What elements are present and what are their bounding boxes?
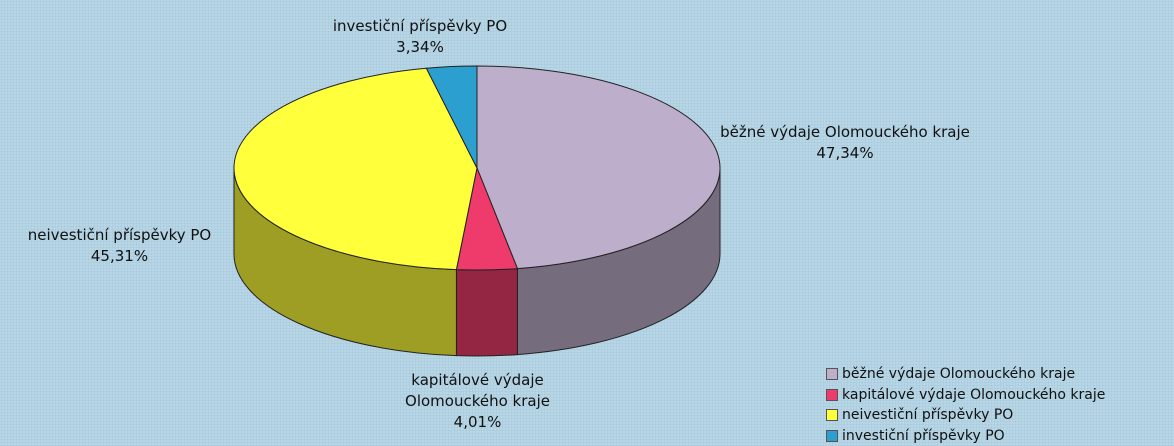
legend-label: běžné výdaje Olomouckého kraje — [842, 364, 1075, 385]
slice-name: investiční příspěvky PO — [300, 16, 540, 37]
legend-label: neivestiční příspěvky PO — [842, 405, 1013, 426]
legend-swatch — [826, 368, 838, 380]
legend-swatch — [826, 430, 838, 442]
slice-name: běžné výdaje Olomouckého kraje — [710, 122, 980, 143]
slice-value: 4,01% — [385, 412, 570, 433]
legend-item: kapitálové výdaje Olomouckého kraje — [826, 385, 1105, 406]
legend-item: běžné výdaje Olomouckého kraje — [826, 364, 1105, 385]
legend-label: kapitálové výdaje Olomouckého kraje — [842, 385, 1105, 406]
slice-name: kapitálové výdaje Olomouckého kraje — [385, 370, 570, 412]
slice-name: neivestiční příspěvky PO — [2, 225, 237, 246]
legend-swatch — [826, 409, 838, 421]
slice-value: 47,34% — [710, 143, 980, 164]
slice-value: 3,34% — [300, 37, 540, 58]
legend-item: neivestiční příspěvky PO — [826, 405, 1105, 426]
slice-value: 45,31% — [2, 246, 237, 267]
slice-side — [456, 269, 517, 356]
legend-swatch — [826, 389, 838, 401]
